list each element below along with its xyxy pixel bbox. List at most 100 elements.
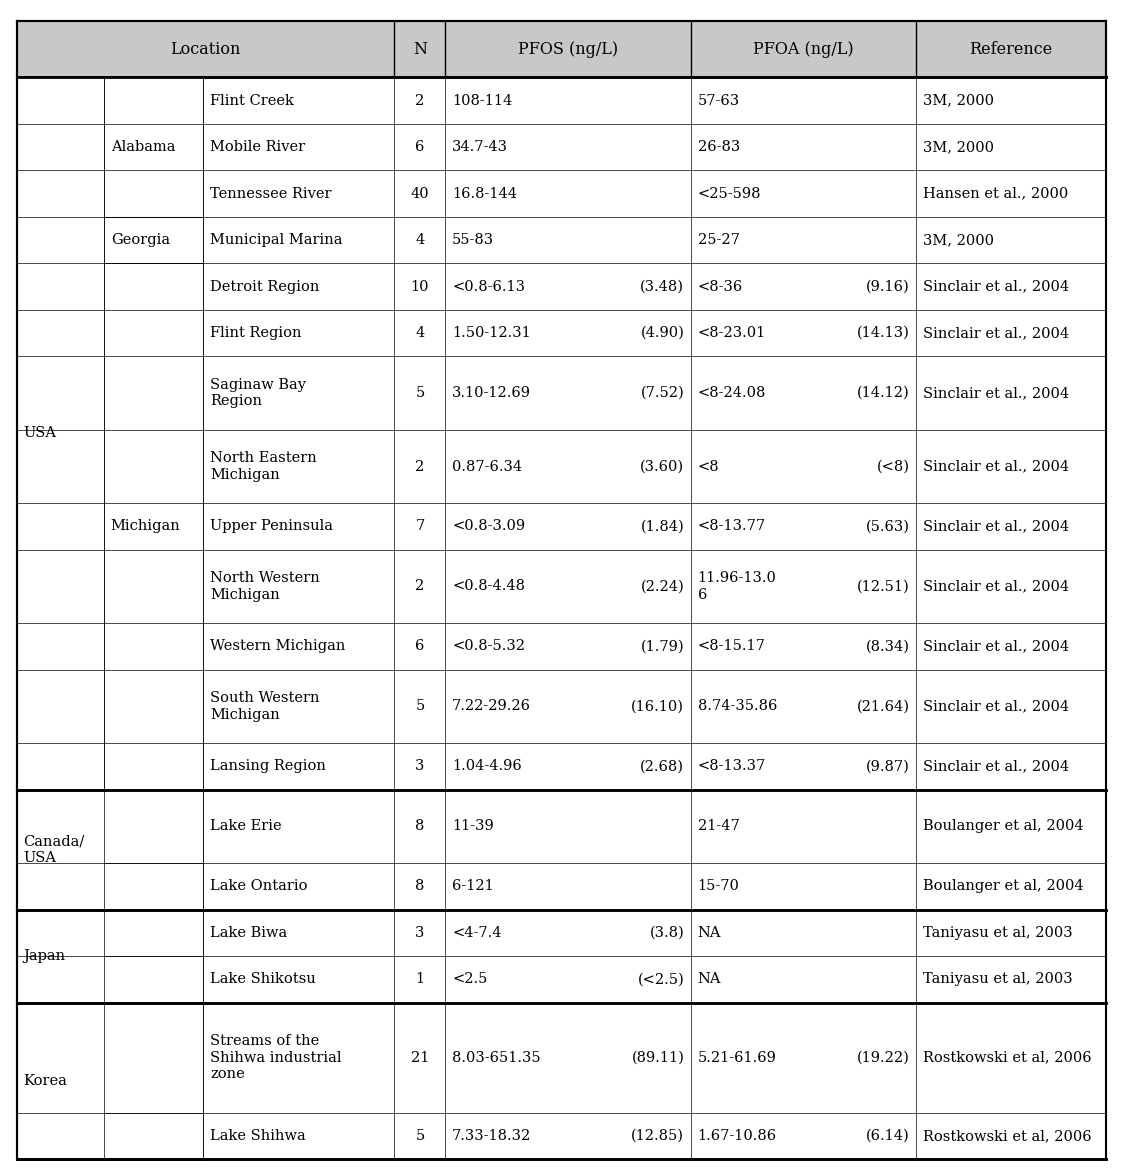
Text: <4-7.4: <4-7.4 [453,926,502,940]
Text: (3.60): (3.60) [640,459,684,473]
Text: Korea: Korea [24,1074,67,1088]
Text: 2: 2 [416,580,424,594]
Text: (5.63): (5.63) [866,520,910,534]
Text: Boulanger et al, 2004: Boulanger et al, 2004 [923,820,1084,834]
Text: Mobile River: Mobile River [210,141,305,155]
Text: (12.85): (12.85) [631,1129,684,1143]
Text: (7.52): (7.52) [640,386,684,400]
Text: Sinclair et al., 2004: Sinclair et al., 2004 [923,280,1069,294]
Text: 1: 1 [416,972,424,986]
Text: Lake Ontario: Lake Ontario [210,879,308,893]
Bar [104,263,203,789]
Bar [17,910,104,1002]
Text: (16.10): (16.10) [631,699,684,713]
Text: (89.11): (89.11) [631,1050,684,1064]
Text: 3M, 2000: 3M, 2000 [923,233,994,247]
Text: 8.03-651.35: 8.03-651.35 [453,1050,540,1064]
Text: 11-39: 11-39 [453,820,494,834]
Text: USA: USA [24,426,56,440]
Text: <25-598: <25-598 [697,186,761,200]
Text: (8.34): (8.34) [866,639,910,653]
Text: <8-23.01: <8-23.01 [697,326,766,340]
Text: Sinclair et al., 2004: Sinclair et al., 2004 [923,326,1069,340]
Text: <2.5: <2.5 [453,972,487,986]
Text: 1.67-10.86: 1.67-10.86 [697,1129,777,1143]
Text: 4: 4 [416,233,424,247]
Text: Sinclair et al., 2004: Sinclair et al., 2004 [923,580,1069,594]
Text: 8.74-35.86: 8.74-35.86 [697,699,777,713]
Text: Upper Peninsula: Upper Peninsula [210,520,334,534]
Text: 6-121: 6-121 [453,879,494,893]
Text: 3.10-12.69: 3.10-12.69 [453,386,531,400]
Text: 0.87-6.34: 0.87-6.34 [453,459,522,473]
Text: Lake Shihwa: Lake Shihwa [210,1129,305,1143]
Text: 10: 10 [411,280,429,294]
Text: N: N [413,41,427,57]
Text: 7.22-29.26: 7.22-29.26 [453,699,531,713]
Text: Rostkowski et al, 2006: Rostkowski et al, 2006 [923,1129,1092,1143]
Text: (<8): (<8) [876,459,910,473]
Text: 11.96-13.0
6: 11.96-13.0 6 [697,571,777,602]
Bar [104,789,203,910]
Text: 4: 4 [416,326,424,340]
Text: (1.79): (1.79) [640,639,684,653]
Text: 5.21-61.69: 5.21-61.69 [697,1050,777,1064]
Text: Location: Location [171,41,240,57]
Bar [17,789,104,910]
Bar [17,1002,104,1159]
Text: <8-13.37: <8-13.37 [697,759,766,773]
Text: (<2.5): (<2.5) [638,972,684,986]
Text: 5: 5 [416,386,424,400]
Text: Japan: Japan [24,950,66,963]
Bar [104,910,203,1002]
Text: Western Michigan: Western Michigan [210,639,346,653]
Text: <8-13.77: <8-13.77 [697,520,766,534]
Text: Taniyasu et al, 2003: Taniyasu et al, 2003 [923,926,1072,940]
Text: (6.14): (6.14) [866,1129,910,1143]
Text: 40: 40 [411,186,429,200]
Text: <0.8-3.09: <0.8-3.09 [453,520,526,534]
Text: 55-83: 55-83 [453,233,494,247]
Text: North Eastern
Michigan: North Eastern Michigan [210,451,317,481]
Bar [17,77,104,789]
Text: Sinclair et al., 2004: Sinclair et al., 2004 [923,459,1069,473]
Text: (12.51): (12.51) [857,580,910,594]
Text: (2.24): (2.24) [640,580,684,594]
Text: Municipal Marina: Municipal Marina [210,233,343,247]
Text: <0.8-4.48: <0.8-4.48 [453,580,526,594]
Text: 3M, 2000: 3M, 2000 [923,141,994,155]
Bar [104,77,203,217]
Text: 5: 5 [416,699,424,713]
Text: Taniyasu et al, 2003: Taniyasu et al, 2003 [923,972,1072,986]
Text: 25-27: 25-27 [697,233,740,247]
Text: <8-15.17: <8-15.17 [697,639,766,653]
Text: 8: 8 [416,820,424,834]
Text: (9.16): (9.16) [866,280,910,294]
Text: 3: 3 [416,926,424,940]
Text: Alabama: Alabama [111,141,175,155]
Text: 1.04-4.96: 1.04-4.96 [453,759,522,773]
Text: North Western
Michigan: North Western Michigan [210,571,320,602]
Text: 21-47: 21-47 [697,820,739,834]
Text: <8: <8 [697,459,720,473]
Text: 5: 5 [416,1129,424,1143]
Bar [17,21,1106,77]
Bar [104,1002,203,1159]
Text: Hansen et al., 2000: Hansen et al., 2000 [923,186,1068,200]
Text: 1.50-12.31: 1.50-12.31 [453,326,531,340]
Bar [104,217,203,263]
Text: Reference: Reference [969,41,1052,57]
Text: Lake Biwa: Lake Biwa [210,926,287,940]
Text: Sinclair et al., 2004: Sinclair et al., 2004 [923,759,1069,773]
Text: (14.12): (14.12) [857,386,910,400]
Text: (14.13): (14.13) [857,326,910,340]
Text: 57-63: 57-63 [697,94,740,108]
Text: 2: 2 [416,459,424,473]
Text: NA: NA [697,926,721,940]
Text: Sinclair et al., 2004: Sinclair et al., 2004 [923,520,1069,534]
Text: 108-114: 108-114 [453,94,512,108]
Text: Streams of the
Shihwa industrial
zone: Streams of the Shihwa industrial zone [210,1034,341,1081]
Text: 15-70: 15-70 [697,879,740,893]
Text: 7: 7 [416,520,424,534]
Text: 7.33-18.32: 7.33-18.32 [453,1129,531,1143]
